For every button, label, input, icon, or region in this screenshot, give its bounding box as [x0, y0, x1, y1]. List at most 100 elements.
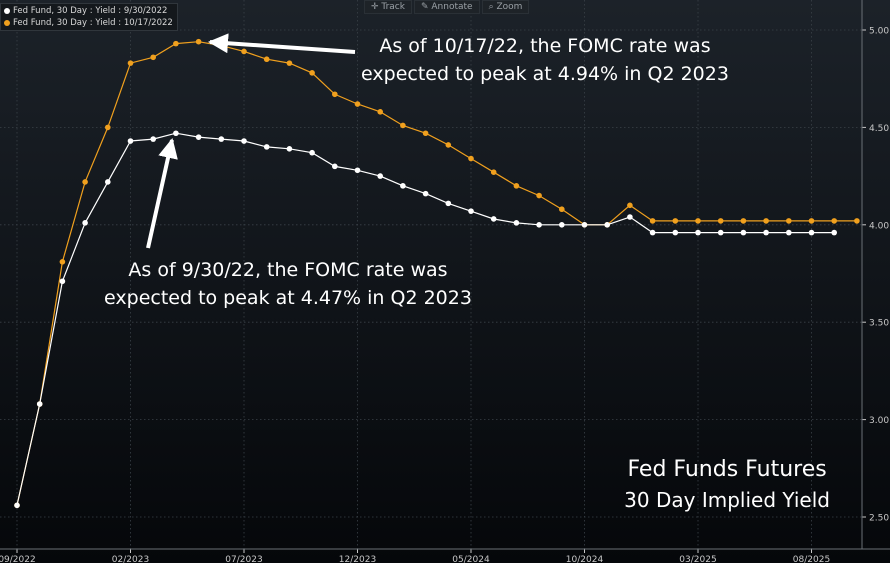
legend-entry-white[interactable]: Fed Fund, 30 Day : Yield : 9/30/2022	[4, 5, 173, 17]
annotation-arrow-white	[146, 138, 178, 249]
data-point	[59, 278, 66, 285]
data-point	[195, 38, 202, 45]
data-point	[218, 136, 225, 142]
data-point	[127, 60, 134, 66]
annotation-orange-line1: As of 10/17/22, the FOMC rate was	[379, 35, 711, 57]
data-point	[286, 60, 293, 66]
chart-toolbar: ✛ Track ✎ Annotate ⌕ Zoom	[364, 0, 530, 14]
data-point	[445, 142, 452, 148]
legend-dot-white	[4, 8, 10, 14]
x-tick-label: 05/2024	[452, 555, 490, 563]
x-tick-label: 12/2023	[339, 555, 376, 563]
chart-title-line2: 30 Day Implied Yield	[624, 488, 830, 512]
annotate-button[interactable]: ✎ Annotate	[413, 0, 480, 14]
data-point	[286, 146, 293, 152]
data-point	[808, 229, 815, 236]
data-point	[332, 91, 338, 98]
annotation-white-line1: As of 9/30/22, the FOMC rate was	[128, 259, 448, 281]
x-tick-label: 03/2025	[679, 555, 716, 563]
data-point	[559, 222, 565, 228]
data-point	[763, 229, 769, 236]
data-point	[127, 138, 134, 144]
data-point	[36, 401, 43, 407]
data-point	[717, 218, 724, 224]
zoom-button[interactable]: ⌕ Zoom	[481, 0, 530, 14]
data-point	[150, 136, 156, 142]
series-white	[14, 130, 837, 509]
y-axis: 2.50 3.00 3.50 4.00 4.50 5.00	[861, 0, 889, 549]
data-point	[59, 259, 66, 265]
data-point	[786, 229, 792, 236]
data-point	[263, 56, 270, 63]
legend: Fed Fund, 30 Day : Yield : 9/30/2022 Fed…	[0, 3, 178, 31]
y-tick-label: 5.00	[869, 27, 889, 37]
x-axis: 09/2022 02/2023 07/2023 12/2023 05/2024 10/20…	[0, 548, 890, 563]
y-tick-label: 2.50	[869, 514, 889, 524]
data-point	[82, 220, 88, 226]
annotation-orange: As of 10/17/22, the FOMC rate was expect…	[360, 32, 730, 88]
x-tick-label: 07/2023	[225, 555, 262, 563]
data-point	[105, 124, 111, 131]
data-point	[831, 229, 837, 236]
data-point	[740, 218, 747, 224]
data-point	[559, 206, 565, 213]
chart-title-line1: Fed Funds Futures	[627, 457, 827, 482]
x-tick-label: 02/2023	[112, 555, 149, 563]
series-layer	[14, 38, 860, 509]
data-point	[490, 169, 497, 176]
data-point	[649, 229, 656, 236]
data-point	[695, 229, 701, 236]
data-point	[241, 48, 247, 55]
legend-entry-orange[interactable]: Fed Fund, 30 Day : Yield : 10/17/2022	[4, 17, 173, 29]
chart-title-box: Fed Funds Futures 30 Day Implied Yield	[624, 455, 830, 515]
data-point	[672, 218, 679, 224]
x-tick-label: 10/2024	[566, 555, 604, 563]
data-point	[150, 54, 156, 61]
data-point	[740, 229, 747, 236]
annotation-orange-line2: expected to peak at 4.94% in Q2 2023	[361, 63, 729, 85]
grid-lines	[0, 0, 862, 549]
data-point	[377, 109, 384, 115]
data-point	[263, 144, 270, 150]
x-tick-label: 08/2025	[793, 555, 830, 563]
data-point	[854, 218, 860, 224]
data-point	[309, 149, 315, 156]
legend-label-orange: Fed Fund, 30 Day : Yield : 10/17/2022	[13, 18, 173, 28]
data-point	[354, 167, 361, 174]
track-button[interactable]: ✛ Track	[364, 0, 412, 14]
data-point	[808, 218, 815, 224]
data-point	[627, 202, 633, 209]
data-point	[400, 122, 406, 129]
data-point	[513, 220, 520, 226]
series-orange	[14, 38, 860, 509]
data-point	[695, 218, 701, 224]
y-tick-label: 4.00	[869, 221, 889, 231]
zoom-label: Zoom	[496, 2, 523, 12]
data-point	[490, 216, 497, 222]
data-point	[332, 163, 338, 170]
annotation-white-line2: expected to peak at 4.47% in Q2 2023	[104, 287, 472, 309]
data-point	[717, 229, 724, 236]
track-label: Track	[381, 2, 405, 12]
annotation-white: As of 9/30/22, the FOMC rate was expecte…	[98, 256, 478, 312]
data-point	[195, 134, 202, 140]
data-point	[763, 218, 769, 224]
data-point	[445, 200, 452, 207]
data-point	[354, 101, 361, 107]
series-line	[16, 41, 857, 506]
data-point	[105, 179, 111, 185]
data-point	[536, 222, 542, 228]
data-point	[468, 155, 474, 162]
data-point	[627, 214, 633, 220]
data-point	[422, 130, 429, 137]
data-point	[14, 502, 20, 509]
data-point	[309, 70, 315, 76]
data-point	[400, 183, 406, 189]
y-tick-label: 3.50	[869, 319, 889, 329]
legend-dot-orange	[4, 20, 10, 26]
y-tick-label: 4.50	[869, 124, 889, 134]
data-point	[422, 190, 429, 197]
data-point	[173, 130, 179, 137]
